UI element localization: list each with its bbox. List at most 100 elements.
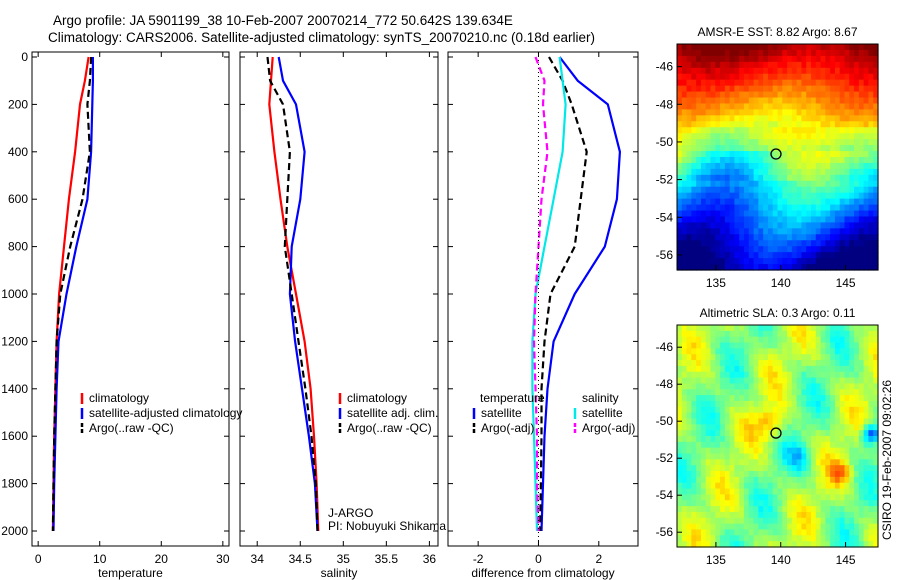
map-cell <box>844 494 850 501</box>
map-cell <box>830 383 836 390</box>
map-cell <box>681 453 688 460</box>
map-cell <box>820 529 826 536</box>
map-cell <box>677 465 683 472</box>
map-cell <box>820 133 826 140</box>
map-cell <box>696 192 702 200</box>
map-cell <box>839 412 846 420</box>
map-cell <box>825 174 831 182</box>
map-cell <box>767 44 774 51</box>
map-cell <box>815 400 822 408</box>
map-cell <box>729 395 736 402</box>
map-cell <box>787 49 793 57</box>
map-cell <box>748 360 755 367</box>
map-cell <box>767 465 774 472</box>
map-cell <box>758 360 764 367</box>
map-cell <box>806 506 812 513</box>
map-cell <box>767 506 774 513</box>
map-cell <box>686 482 692 490</box>
map-cell <box>715 234 721 241</box>
map-cell <box>839 535 846 542</box>
map-cell <box>782 49 788 57</box>
map-cell <box>677 430 683 437</box>
map-cell <box>815 180 822 188</box>
map-cell <box>801 91 807 99</box>
map-cell <box>839 424 846 431</box>
map-cell <box>734 210 740 218</box>
map-cell <box>811 151 817 158</box>
map-cell <box>787 441 793 449</box>
map-cell <box>782 258 788 265</box>
map-cell <box>820 127 826 134</box>
map-cell <box>801 73 807 81</box>
map-cell <box>720 430 726 437</box>
map-cell <box>863 258 870 265</box>
map-cell <box>849 145 855 152</box>
map-cell <box>700 127 707 134</box>
map-cell <box>710 541 716 548</box>
map-cell <box>720 395 726 402</box>
map-cell <box>811 91 817 99</box>
map-cell <box>806 424 812 431</box>
map-cell <box>782 441 788 449</box>
map-cell <box>715 482 721 490</box>
map-cell <box>715 406 721 414</box>
map-cell <box>796 447 803 455</box>
map-cell <box>715 198 721 206</box>
map-cell <box>700 506 707 513</box>
map-cell <box>696 453 702 460</box>
map-cell <box>729 330 736 338</box>
map-cell <box>806 157 812 164</box>
map-cell <box>863 234 870 241</box>
map-cell <box>724 395 731 402</box>
map-cell <box>796 162 803 170</box>
map-cell <box>844 186 850 194</box>
map-cell <box>763 174 769 182</box>
map-cell <box>681 348 688 355</box>
map-cell <box>782 168 788 176</box>
map-cell <box>744 109 750 116</box>
map-cell <box>753 91 759 99</box>
map-cell <box>729 133 736 140</box>
legend-label: Argo(-adj) <box>481 421 534 435</box>
map-cell <box>844 252 850 259</box>
map-cell <box>739 234 745 241</box>
map-cell <box>801 222 807 229</box>
map-cell <box>720 61 726 69</box>
map-cell <box>854 55 860 63</box>
map-cell <box>834 447 841 455</box>
map-cell <box>787 494 793 501</box>
map-cell <box>873 500 879 507</box>
map-cell <box>691 174 697 182</box>
map-cell <box>686 264 692 271</box>
map-cell <box>801 360 807 367</box>
map-cell <box>729 127 736 134</box>
x-axis-label: temperature <box>98 566 163 580</box>
map-cell <box>739 529 745 536</box>
map-cell <box>720 348 726 355</box>
map-cell <box>720 222 726 229</box>
map-cell <box>720 55 726 63</box>
map-cell <box>830 517 836 525</box>
map-cell <box>849 529 855 536</box>
map-cell <box>868 79 874 87</box>
legend-label: satellite adj. clim. <box>347 406 438 420</box>
map-cell <box>849 240 855 247</box>
map-cell <box>830 418 836 425</box>
map-cell <box>858 180 865 188</box>
y-tick-label: 200 <box>8 97 28 111</box>
map-cell <box>744 430 750 437</box>
map-cell <box>854 471 860 478</box>
map-cell <box>729 234 736 241</box>
map-cell <box>767 330 774 338</box>
map-cell <box>753 85 759 93</box>
map-cell <box>820 430 826 437</box>
map-cell <box>734 523 740 531</box>
map-cell <box>691 186 697 194</box>
map-cell <box>720 354 726 361</box>
map-cell <box>710 529 716 536</box>
map-cell <box>724 151 731 158</box>
map-cell <box>820 192 826 200</box>
map-cell <box>825 91 831 99</box>
map-cell <box>691 198 697 206</box>
map-cell <box>739 535 745 542</box>
